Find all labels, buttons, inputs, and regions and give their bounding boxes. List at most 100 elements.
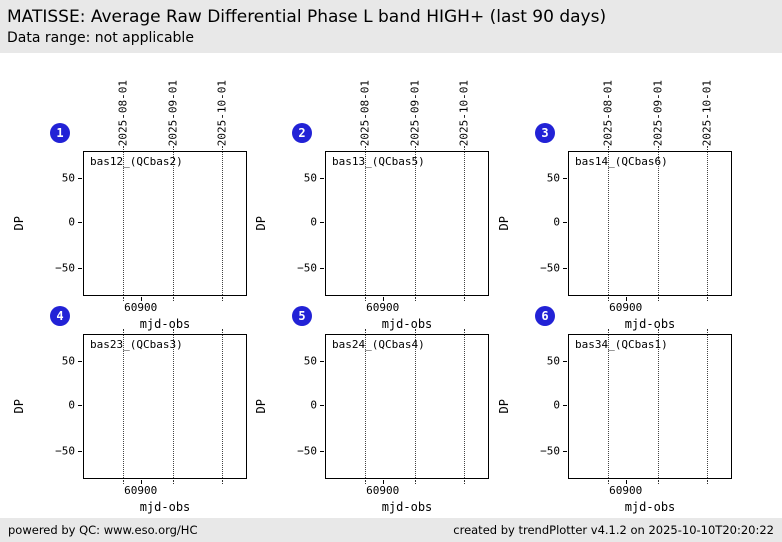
y-axis-label-wrap: DP — [497, 335, 511, 478]
gridline — [706, 152, 708, 295]
y-tick-label: 50 — [546, 171, 560, 185]
top-tick — [415, 329, 417, 333]
panel-number-badge: 6 — [535, 306, 555, 326]
x-tick — [140, 297, 142, 301]
y-tick — [78, 267, 82, 269]
y-axis-label: DP — [12, 216, 26, 231]
y-tick — [320, 178, 324, 180]
data-range-subtitle: Data range: not applicable — [7, 30, 194, 46]
top-date-tick-label: 2025-08-01 — [116, 79, 130, 146]
x-tick-label: 60900 — [366, 301, 400, 314]
baseline-label: bas34_(QCbas1) — [575, 338, 668, 351]
gridline — [607, 335, 609, 478]
y-tick-label: 0 — [310, 398, 317, 412]
x-axis-label: mjd-obs — [624, 500, 676, 514]
y-tick — [78, 222, 82, 224]
top-date-tick-label: 2025-09-01 — [408, 79, 422, 146]
top-tick — [463, 146, 465, 150]
y-tick-label: 50 — [303, 354, 317, 368]
gridline — [122, 152, 124, 295]
y-axis-label-wrap: DP — [497, 152, 511, 295]
x-tick — [625, 480, 627, 484]
gridline — [221, 152, 223, 295]
top-tick — [221, 329, 223, 333]
gridline — [706, 335, 708, 478]
subplot-panel: 1 2025-08-01 2025-09-01 2025-10-01 bas12… — [12, 80, 247, 331]
bottom-tick — [658, 297, 660, 301]
top-tick — [463, 329, 465, 333]
x-axis-label: mjd-obs — [139, 317, 191, 331]
y-axis-label: DP — [254, 216, 268, 231]
gridline — [364, 335, 366, 478]
y-tick-label: 0 — [310, 215, 317, 229]
y-tick — [78, 178, 82, 180]
y-axis-label: DP — [254, 399, 268, 414]
x-tick — [382, 480, 384, 484]
y-tick-label: −50 — [55, 444, 75, 458]
y-tick-label: 50 — [303, 171, 317, 185]
bottom-tick — [221, 480, 223, 484]
bottom-tick — [607, 480, 609, 484]
y-axis-label-wrap: DP — [12, 335, 26, 478]
gridline — [122, 335, 124, 478]
footer-created-by: created by trendPlotter v4.1.2 on 2025-1… — [453, 523, 774, 537]
y-tick-label: 50 — [61, 354, 75, 368]
y-axis-label: DP — [497, 216, 511, 231]
top-tick — [658, 329, 660, 333]
y-tick — [563, 178, 567, 180]
y-tick-label: 0 — [553, 215, 560, 229]
y-tick-label: 0 — [68, 215, 75, 229]
x-tick-label: 60900 — [609, 301, 643, 314]
x-axis-label: mjd-obs — [624, 317, 676, 331]
baseline-label: bas23_(QCbas3) — [90, 338, 183, 351]
bottom-tick — [122, 297, 124, 301]
bottom-tick — [415, 297, 417, 301]
y-tick — [78, 450, 82, 452]
baseline-label: bas12_(QCbas2) — [90, 155, 183, 168]
gridline — [415, 335, 417, 478]
subplot-panel: 4 2025-08-01 2025-09-01 2025-10-01 bas23… — [12, 306, 247, 514]
gridline — [658, 335, 660, 478]
top-tick — [607, 146, 609, 150]
bottom-tick — [706, 297, 708, 301]
bottom-tick — [122, 480, 124, 484]
y-tick-label: −50 — [297, 261, 317, 275]
y-tick — [320, 267, 324, 269]
gridline — [364, 152, 366, 295]
bottom-tick — [221, 297, 223, 301]
y-tick — [78, 405, 82, 407]
top-tick — [221, 146, 223, 150]
top-tick — [706, 146, 708, 150]
bottom-tick — [607, 297, 609, 301]
y-tick-label: −50 — [297, 444, 317, 458]
y-tick-label: 50 — [61, 171, 75, 185]
bottom-tick — [415, 480, 417, 484]
gridline — [607, 152, 609, 295]
subplot-panel: 5 2025-08-01 2025-09-01 2025-10-01 bas24… — [254, 306, 489, 514]
top-tick — [658, 146, 660, 150]
bottom-tick — [658, 480, 660, 484]
page-title: MATISSE: Average Raw Differential Phase … — [7, 7, 607, 27]
baseline-label: bas14_(QCbas6) — [575, 155, 668, 168]
y-tick-label: −50 — [540, 261, 560, 275]
bottom-tick — [173, 297, 175, 301]
bottom-tick — [706, 480, 708, 484]
gridline — [658, 152, 660, 295]
panel-number-badge: 3 — [535, 123, 555, 143]
y-tick — [78, 361, 82, 363]
x-tick — [625, 297, 627, 301]
y-tick-label: 0 — [68, 398, 75, 412]
top-tick — [706, 329, 708, 333]
top-tick — [173, 146, 175, 150]
x-axis-label: mjd-obs — [139, 500, 191, 514]
y-axis-label-wrap: DP — [254, 335, 268, 478]
y-tick — [563, 267, 567, 269]
bottom-tick — [364, 297, 366, 301]
top-date-tick-label: 2025-10-01 — [215, 79, 229, 146]
x-tick-label: 60900 — [124, 301, 158, 314]
top-tick — [122, 329, 124, 333]
panel-number-badge: 1 — [50, 123, 70, 143]
subplot-panel: 3 2025-08-01 2025-09-01 2025-10-01 bas14… — [497, 80, 732, 331]
